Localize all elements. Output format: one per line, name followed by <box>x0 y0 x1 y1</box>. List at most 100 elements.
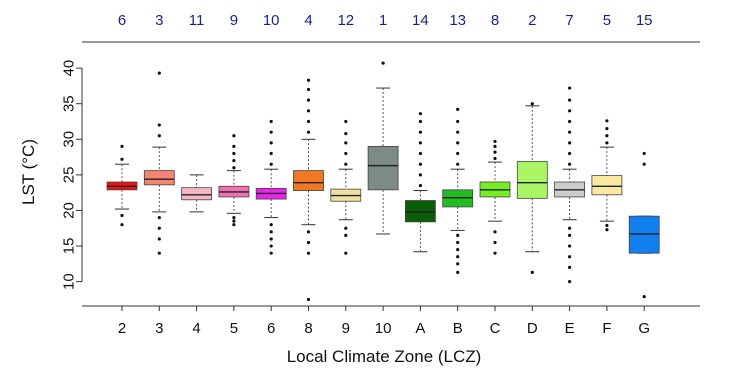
outlier-point <box>157 71 161 75</box>
outlier-point <box>605 228 609 232</box>
outlier-point <box>269 151 273 156</box>
rank-label: 13 <box>449 12 466 29</box>
outlier-point <box>605 223 609 228</box>
y-tick-label: 30 <box>60 131 77 148</box>
outlier-point <box>232 144 236 149</box>
y-tick-label: 40 <box>60 60 77 77</box>
box-G <box>628 151 660 299</box>
outlier-point <box>493 139 497 144</box>
rank-label: 9 <box>230 12 238 29</box>
outlier-point <box>568 119 572 124</box>
outlier-point <box>232 159 236 163</box>
outlier-point <box>269 119 273 124</box>
outlier-point <box>418 173 422 177</box>
rank-label: 1 <box>379 12 387 29</box>
rank-label: 5 <box>603 12 611 29</box>
rank-label: 14 <box>412 12 429 29</box>
outlier-point <box>568 255 572 259</box>
outlier-point <box>344 162 348 166</box>
box-8 <box>293 78 324 302</box>
y-tick-label: 15 <box>60 238 77 255</box>
y-tick-label: 35 <box>60 95 77 112</box>
outlier-point <box>344 226 348 230</box>
outlier-point <box>269 237 273 241</box>
outlier-point <box>120 144 124 149</box>
x-tick-label: F <box>602 320 611 337</box>
outlier-point <box>344 251 348 255</box>
outlier-point <box>418 112 422 116</box>
outlier-point <box>605 134 609 138</box>
x-tick-label: 8 <box>304 320 312 337</box>
outlier-point <box>269 162 273 166</box>
box-E <box>554 86 585 284</box>
outlier-point <box>456 233 460 237</box>
top-rank-labels: 6 3 11 9 10 4 12 1 14 13 8 2 7 5 15 <box>118 12 653 29</box>
outlier-point <box>530 102 534 106</box>
box-5 <box>218 134 250 227</box>
x-tick-label: G <box>638 320 650 337</box>
outlier-point <box>456 107 460 111</box>
iqr-box <box>143 170 175 186</box>
outlier-point <box>306 98 311 102</box>
outlier-point <box>456 119 460 124</box>
outlier-point <box>306 230 311 234</box>
outlier-point <box>605 141 609 145</box>
outlier-point <box>306 78 311 82</box>
outlier-point <box>269 223 273 227</box>
outlier-point <box>456 255 460 259</box>
box-10 <box>367 61 399 235</box>
outlier-point <box>568 109 572 113</box>
outlier-point <box>306 87 311 92</box>
outlier-point <box>269 251 273 255</box>
plot-area <box>82 41 700 307</box>
outlier-point <box>157 251 161 255</box>
outlier-point <box>418 183 422 188</box>
outlier-point <box>605 119 609 123</box>
outlier-point <box>232 223 236 227</box>
x-axis: 2 3 4 5 6 8 9 10 A B C D E F G <box>118 306 650 337</box>
box-2 <box>106 144 138 227</box>
iqr-box <box>181 187 213 201</box>
y-tick-label: 25 <box>60 167 77 184</box>
rank-label: 6 <box>118 12 126 29</box>
rank-label: 8 <box>491 12 499 29</box>
outlier-point <box>344 233 348 237</box>
rank-label: 11 <box>189 12 205 29</box>
x-tick-label: 5 <box>230 320 238 337</box>
outlier-point <box>493 251 497 255</box>
outlier-point <box>120 223 124 227</box>
outlier-point <box>493 144 497 149</box>
outlier-point <box>568 226 572 230</box>
outlier-point <box>306 119 311 124</box>
outlier-point <box>232 151 236 156</box>
x-tick-label: E <box>565 320 575 337</box>
outlier-point <box>568 162 572 166</box>
iqr-box <box>591 175 623 196</box>
outlier-point <box>568 233 572 237</box>
x-tick-label: 2 <box>118 320 126 337</box>
outlier-point <box>306 251 311 255</box>
outlier-point <box>418 141 422 145</box>
outlier-point <box>269 230 273 234</box>
outlier-point <box>306 240 311 245</box>
x-tick-label: 3 <box>155 320 163 337</box>
x-tick-label: 10 <box>375 320 392 337</box>
iqr-box <box>293 170 324 191</box>
rank-label: 7 <box>565 12 573 29</box>
outlier-point <box>232 219 236 223</box>
x-axis-title: Local Climate Zone (LCZ) <box>287 347 482 366</box>
x-tick-label: 9 <box>342 320 350 337</box>
outlier-point <box>306 297 311 302</box>
x-tick-label: 6 <box>267 320 275 337</box>
outlier-point <box>456 240 460 245</box>
outlier-point <box>493 230 497 234</box>
rank-label: 3 <box>155 12 163 29</box>
x-tick-label: D <box>527 320 538 337</box>
outlier-point <box>306 109 311 113</box>
outlier-point <box>568 130 572 134</box>
y-axis-title: LST (°C) <box>19 139 38 205</box>
x-tick-label: A <box>415 320 425 337</box>
iqr-box <box>404 200 436 223</box>
outlier-point <box>157 237 161 241</box>
